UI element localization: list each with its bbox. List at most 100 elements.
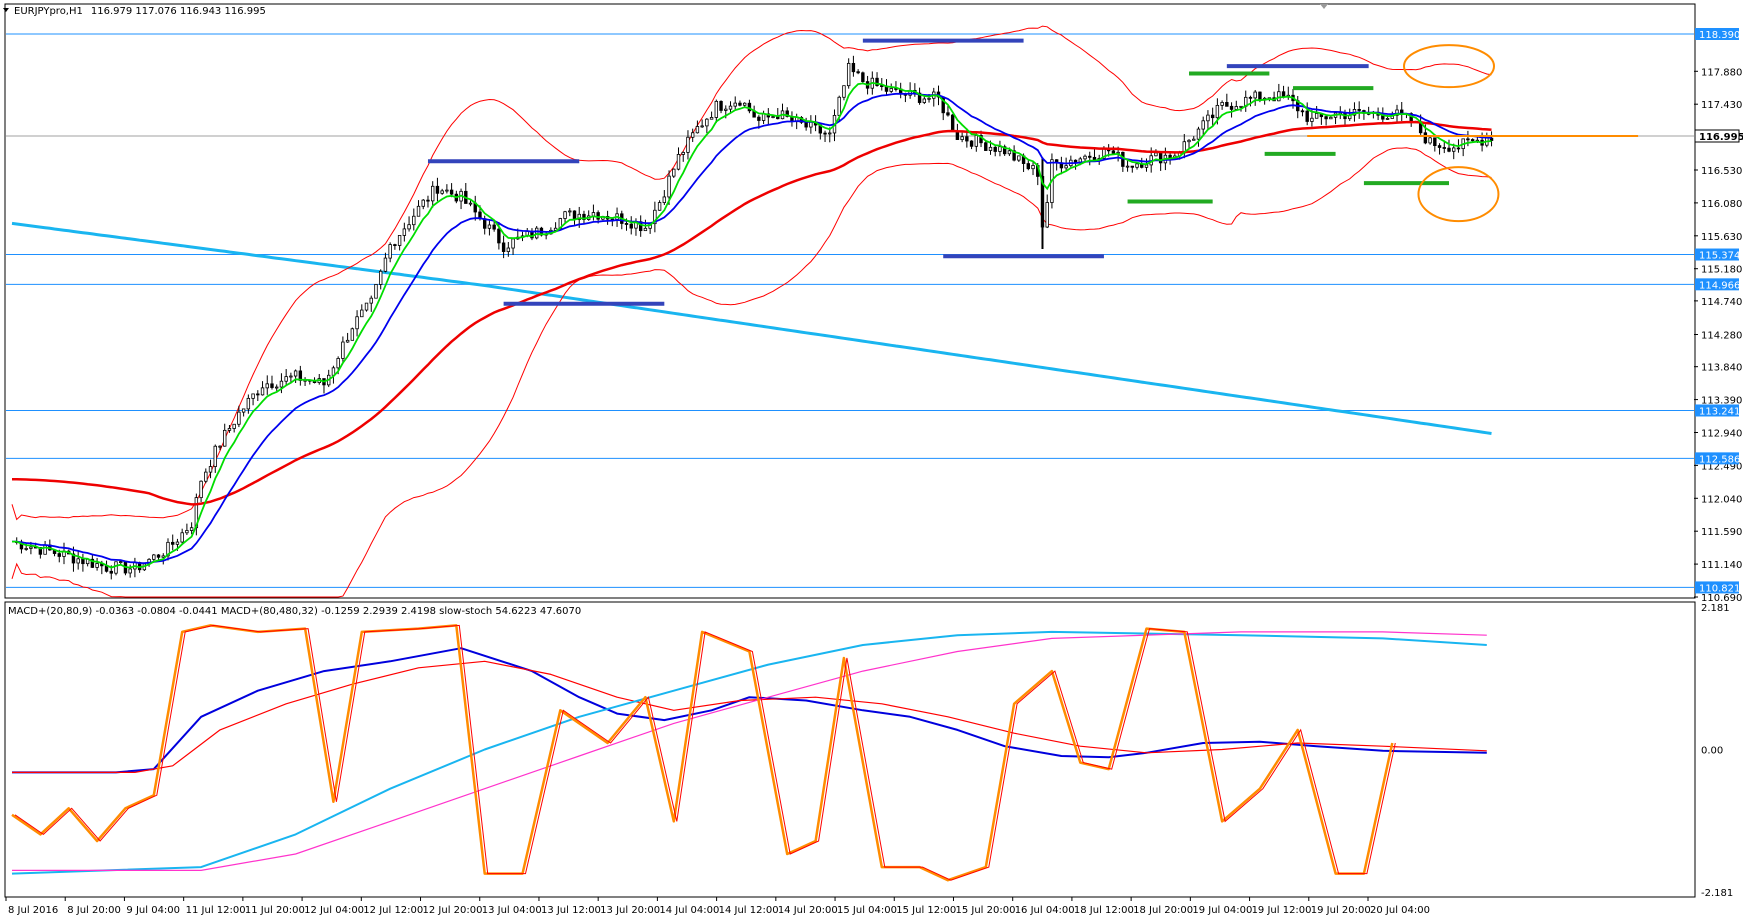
candle-body [1144, 164, 1149, 168]
time-tick-label: 15 Jul 04:00 [837, 905, 897, 916]
candle-body [1026, 163, 1031, 170]
candle-body [189, 527, 194, 531]
candle-body [204, 471, 208, 482]
candle-body [828, 132, 832, 135]
candle-body [43, 544, 47, 555]
candle-body [256, 393, 260, 396]
ema-slow-line [12, 120, 1492, 506]
level-label-bg [1695, 404, 1739, 417]
candle-body [1248, 96, 1253, 99]
macd-main-line [12, 647, 1487, 774]
price-tick-label: 114.280 [1701, 331, 1742, 342]
candle-body [1329, 116, 1333, 120]
indicator-window[interactable] [4, 601, 1696, 898]
lower-band-line [11, 147, 1492, 598]
candle-body [374, 284, 378, 299]
time-tick-label: 8 Jul 20:00 [67, 905, 121, 916]
candle-body [1442, 147, 1446, 149]
candle-body [624, 223, 629, 225]
candle-body [672, 168, 676, 177]
candle-body [714, 100, 719, 118]
candle-body [171, 541, 175, 545]
candle-body [119, 561, 123, 563]
time-tick-label: 20 Jul 04:00 [1370, 905, 1430, 916]
candle-body [426, 199, 430, 202]
candle-body [435, 185, 440, 194]
level-label: 118.390 [1699, 30, 1740, 41]
candle-body [1452, 147, 1456, 152]
shift-marker-icon[interactable] [1320, 4, 1328, 9]
candle-body [81, 558, 85, 565]
candle-body [152, 554, 156, 560]
candle-body [728, 105, 733, 110]
price-tick-label: 115.180 [1701, 265, 1742, 276]
price-window[interactable] [4, 3, 1696, 599]
ema-fast-line [12, 81, 1492, 569]
candle-body [1281, 91, 1286, 97]
candle-body [837, 96, 841, 116]
candle-body [1470, 139, 1475, 142]
time-tick-label: 13 Jul 12:00 [541, 905, 601, 916]
price-tick-label: 115.630 [1701, 232, 1742, 243]
candle-body [700, 125, 704, 128]
candle-body [880, 85, 884, 87]
candle-body [960, 136, 964, 140]
candle-body [1064, 165, 1068, 169]
candle-body [738, 102, 742, 106]
candle-body [497, 228, 501, 244]
candle-body [861, 72, 865, 82]
highlight-circle-top [1403, 44, 1496, 89]
candle-body [724, 108, 728, 111]
price-tick-label: 113.390 [1701, 396, 1742, 407]
price-tick-label: 114.740 [1701, 297, 1742, 308]
candle-body [965, 136, 969, 142]
candle-body [180, 532, 184, 543]
candle-body [733, 102, 737, 107]
candle-body [785, 110, 789, 117]
candle-body [856, 71, 860, 74]
candle-body [270, 383, 274, 388]
time-tick-label: 18 Jul 12:00 [1074, 905, 1134, 916]
candle-body [1258, 91, 1262, 101]
candle-body [227, 428, 232, 431]
candle-body [577, 213, 581, 220]
candle-body [355, 316, 359, 330]
candle-body [1229, 105, 1234, 110]
chart-menu-icon[interactable] [3, 8, 9, 12]
indicator-panel-frame [4, 601, 1696, 898]
candle-body [1187, 139, 1191, 143]
time-tick-label: 14 Jul 20:00 [778, 905, 838, 916]
candle-body [440, 190, 444, 194]
candle-body [690, 132, 695, 138]
candle-body [492, 224, 496, 230]
level-label: 114.966 [1699, 280, 1740, 291]
candle-body [851, 62, 856, 73]
candle-body [1395, 109, 1399, 116]
stoch-signal-line [14, 624, 1396, 881]
candle-body [213, 445, 217, 467]
candle-body [1324, 116, 1328, 120]
time-tick-label: 19 Jul 04:00 [1192, 905, 1252, 916]
candle-body [809, 121, 813, 128]
candle-body [719, 100, 723, 111]
candle-body [974, 135, 979, 147]
time-tick-label: 15 Jul 12:00 [896, 905, 956, 916]
candle-body [1206, 114, 1210, 122]
candle-body [695, 126, 700, 134]
candle-body [1225, 102, 1229, 107]
price-tick-label: 116.080 [1701, 199, 1742, 210]
ohlc-values: 116.979 117.076 116.943 116.995 [91, 6, 266, 17]
candle-body [572, 210, 577, 220]
candle-body [114, 561, 118, 574]
candle-body [379, 270, 383, 285]
candle-body [232, 423, 236, 429]
candle-body [487, 224, 492, 229]
price-tick-label: 113.840 [1701, 363, 1742, 374]
candle-body [369, 297, 373, 304]
candle-body [237, 411, 241, 425]
indicator-header: MACD+(20,80,9) -0.0363 -0.0804 -0.0441 M… [8, 606, 581, 617]
candle-body [251, 393, 255, 399]
time-tick-label: 19 Jul 12:00 [1252, 905, 1312, 916]
